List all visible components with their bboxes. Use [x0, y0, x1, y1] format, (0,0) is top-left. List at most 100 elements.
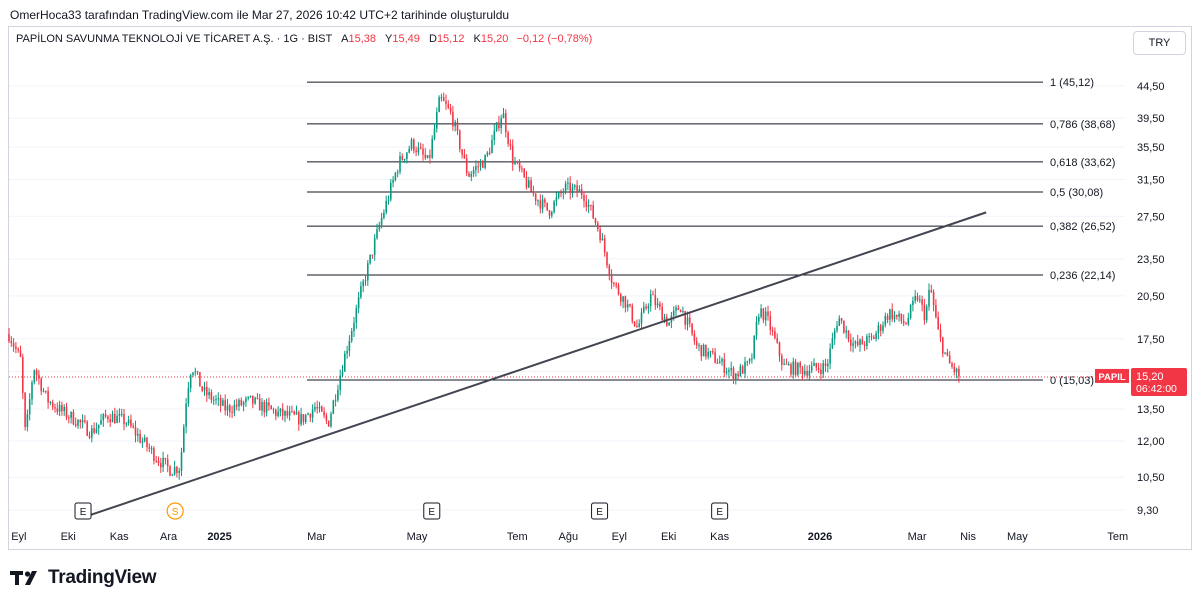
- candle-body: [622, 296, 624, 302]
- candle-body: [348, 340, 351, 351]
- candle-body: [610, 275, 613, 283]
- candle-body: [613, 282, 615, 284]
- candle-body: [445, 101, 447, 105]
- candle: [537, 199, 539, 207]
- candle: [321, 405, 323, 412]
- candle: [54, 403, 56, 413]
- candle: [399, 151, 401, 175]
- candle: [463, 148, 466, 159]
- candle-body: [580, 189, 583, 196]
- candle-body: [132, 425, 134, 428]
- candle-body: [367, 263, 369, 281]
- candle-body: [827, 363, 829, 367]
- candle: [203, 381, 206, 396]
- candle: [24, 391, 26, 431]
- candle-body: [801, 367, 804, 375]
- candle: [486, 151, 489, 157]
- candle-body: [677, 307, 680, 311]
- candle-body: [429, 155, 431, 158]
- candle: [169, 465, 171, 477]
- candle: [258, 393, 261, 411]
- candle-body: [679, 310, 682, 313]
- candle: [633, 321, 636, 328]
- candle-body: [702, 344, 705, 357]
- candle: [318, 401, 321, 413]
- candle: [578, 185, 581, 193]
- candle-body: [91, 428, 93, 438]
- candle: [298, 410, 300, 431]
- candle-body: [86, 421, 88, 436]
- candle: [815, 362, 818, 371]
- candle-body: [116, 415, 118, 423]
- candle: [723, 353, 726, 378]
- candle: [291, 405, 293, 413]
- candle-body: [511, 145, 514, 165]
- candle: [461, 149, 463, 159]
- candle: [951, 361, 953, 369]
- candle-body: [263, 402, 266, 413]
- candle-body: [649, 294, 652, 306]
- candle-body: [231, 411, 233, 413]
- candle: [252, 395, 254, 409]
- candle-body: [130, 419, 132, 426]
- candle: [530, 176, 532, 192]
- candle: [790, 362, 792, 378]
- candle: [721, 357, 723, 366]
- candle: [629, 303, 631, 308]
- candle: [953, 362, 956, 376]
- price-tag-value: 15,20: [1136, 371, 1164, 383]
- candle: [353, 316, 355, 337]
- price-axis-label: 23,50: [1137, 254, 1165, 266]
- candle: [93, 422, 95, 435]
- candle-body: [935, 305, 937, 318]
- candle: [217, 392, 220, 406]
- candle: [403, 158, 406, 164]
- candle-body: [661, 306, 663, 321]
- candle: [919, 295, 921, 303]
- candle-body: [233, 404, 236, 413]
- candle: [562, 188, 565, 200]
- candle: [939, 323, 942, 343]
- currency-button[interactable]: TRY: [1133, 31, 1186, 55]
- candle: [171, 473, 174, 476]
- time-axis-label: Mar: [307, 531, 326, 543]
- candle: [392, 176, 394, 188]
- candle: [371, 254, 374, 259]
- candle: [180, 447, 183, 477]
- candle-body: [51, 402, 54, 408]
- symbol-name[interactable]: PAPİLON SAVUNMA TEKNOLOJİ VE TİCARET A.Ş…: [16, 33, 333, 45]
- candle-body: [562, 191, 565, 194]
- candle: [675, 304, 677, 318]
- candle: [801, 365, 804, 381]
- candle-body: [390, 182, 392, 200]
- candle: [56, 402, 59, 415]
- candle: [242, 400, 245, 412]
- candle-body: [599, 229, 601, 241]
- candle-body: [210, 392, 213, 400]
- candle: [187, 381, 190, 407]
- tradingview-logo[interactable]: TradingView: [10, 566, 157, 590]
- candle-body: [139, 433, 141, 443]
- candle-body: [166, 459, 169, 467]
- candle-body: [746, 361, 749, 363]
- candle: [178, 467, 180, 480]
- candle-body: [656, 303, 659, 306]
- candle: [47, 386, 49, 409]
- candle: [49, 400, 52, 406]
- candle: [482, 159, 484, 169]
- candle-body: [787, 364, 790, 366]
- candle-body: [732, 368, 735, 381]
- candle-body: [817, 367, 820, 370]
- candle: [118, 408, 121, 423]
- candle-body: [477, 166, 479, 168]
- candle: [505, 109, 507, 138]
- candle: [877, 321, 880, 340]
- candle: [787, 361, 790, 366]
- candle: [300, 407, 302, 427]
- candle-body: [433, 128, 436, 139]
- candle: [875, 330, 877, 342]
- fib-level-label: 0 (15,03): [1050, 375, 1094, 387]
- candle-body: [378, 224, 381, 230]
- candle: [532, 185, 535, 197]
